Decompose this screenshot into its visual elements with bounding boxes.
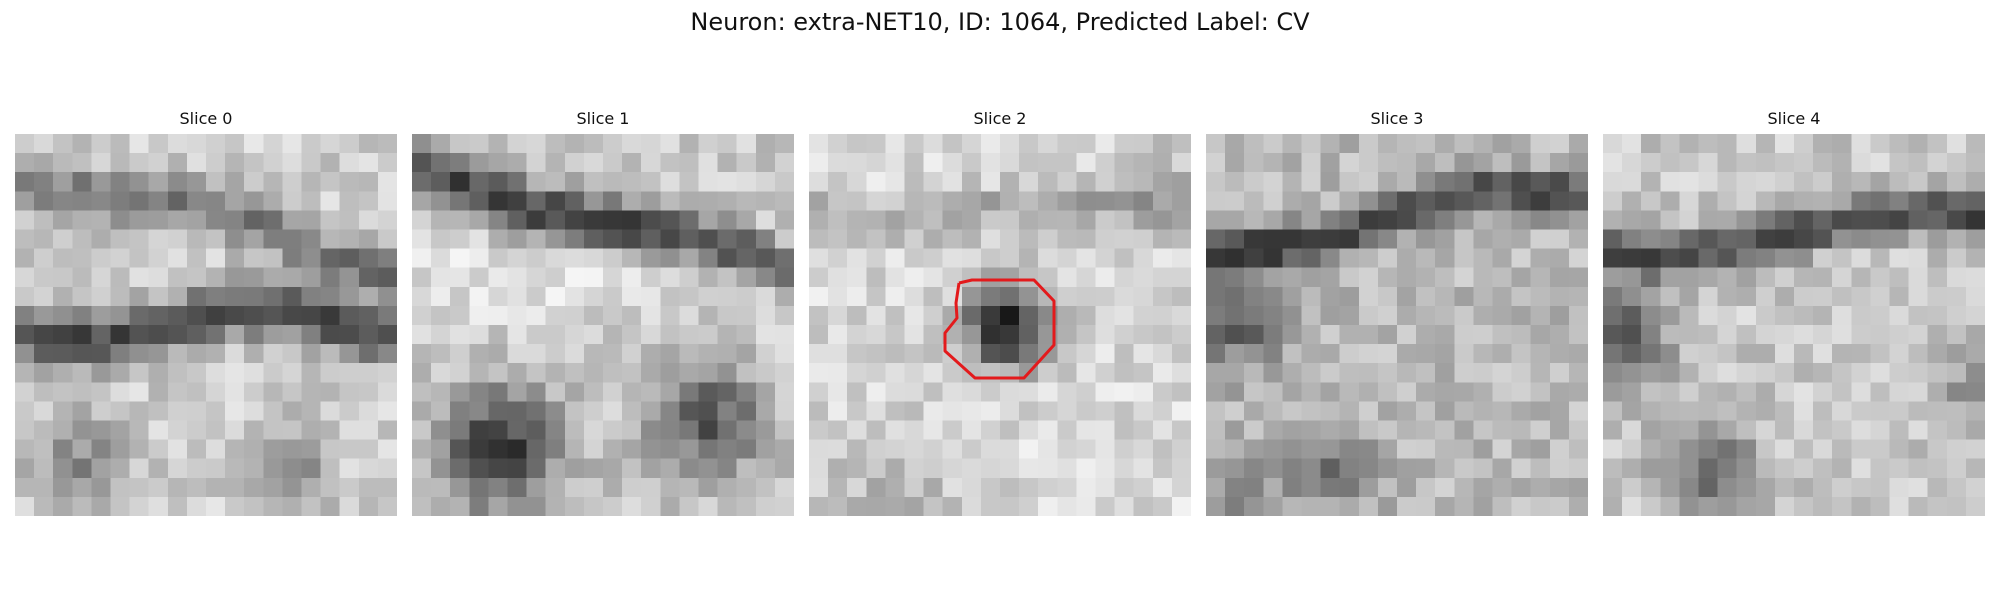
slice-title-2: Slice 2 <box>973 109 1027 128</box>
slice-image-wrap-2 <box>809 134 1191 516</box>
slice-panel-2: Slice 2 <box>809 108 1191 516</box>
slice-image-3 <box>1206 134 1588 516</box>
roi-contour <box>943 278 1056 380</box>
slice-panel-1: Slice 1 <box>412 108 794 516</box>
slice-image-1 <box>412 134 794 516</box>
roi-overlay <box>943 278 1056 380</box>
slice-image-0 <box>15 134 397 516</box>
slice-panel-0: Slice 0 <box>15 108 397 516</box>
slice-title-4: Slice 4 <box>1767 109 1821 128</box>
slice-panel-3: Slice 3 <box>1206 108 1588 516</box>
slice-image-4 <box>1603 134 1985 516</box>
slice-title-1: Slice 1 <box>576 109 630 128</box>
figure-title: Neuron: extra-NET10, ID: 1064, Predicted… <box>690 8 1310 36</box>
slice-image-2 <box>809 134 1191 516</box>
slice-panel-4: Slice 4 <box>1603 108 1985 516</box>
slice-title-3: Slice 3 <box>1370 109 1424 128</box>
slice-title-0: Slice 0 <box>179 109 233 128</box>
